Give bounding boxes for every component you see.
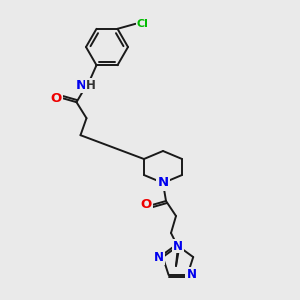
Text: O: O (140, 199, 152, 212)
Text: N: N (76, 79, 87, 92)
Text: Cl: Cl (136, 19, 148, 29)
Text: N: N (158, 176, 169, 190)
Text: N: N (186, 268, 197, 281)
Text: N: N (173, 239, 183, 253)
Text: O: O (51, 92, 62, 105)
Text: N: N (154, 250, 164, 264)
Text: H: H (85, 79, 95, 92)
